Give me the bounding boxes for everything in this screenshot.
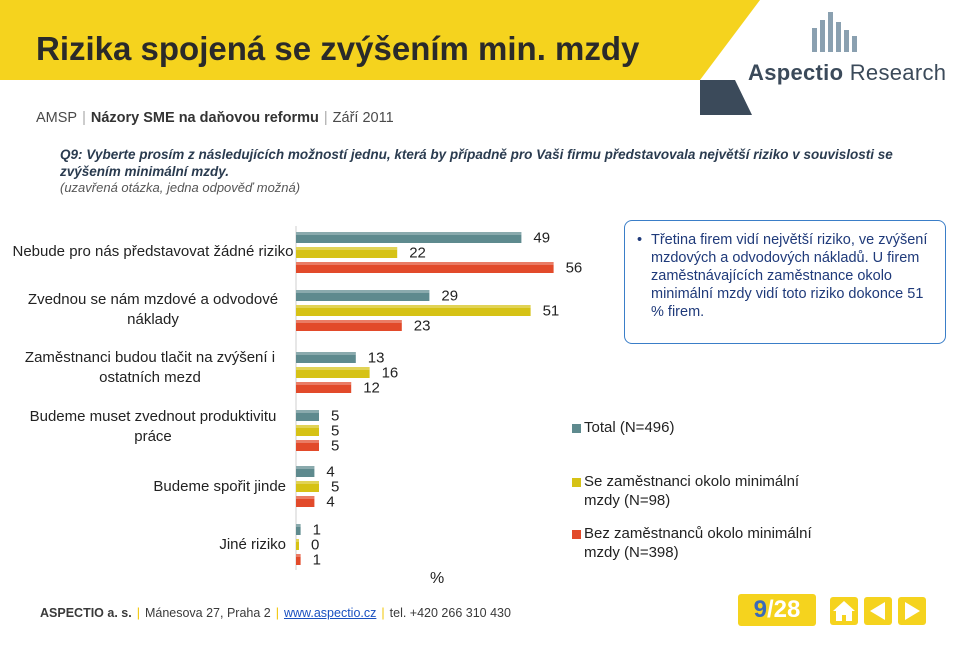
page-total: /28 (766, 596, 801, 623)
page-number-badge: 9/28 (738, 594, 816, 626)
bar-highlight (296, 305, 531, 308)
data-label: 0 (311, 537, 319, 554)
legend-item-total: Total (N=496) (584, 419, 675, 436)
page-current: 9 (753, 596, 767, 623)
legend-swatch-total (572, 424, 581, 433)
data-label: 5 (331, 438, 339, 455)
callout-bullet: • (637, 232, 643, 248)
bar (296, 554, 301, 565)
bar (296, 262, 554, 273)
subtitle-date: Září 2011 (332, 110, 394, 126)
logo-text-bold: Aspectio (748, 60, 844, 85)
bar (296, 352, 356, 363)
bar-highlight (296, 352, 356, 355)
bar-highlight (296, 410, 319, 413)
data-label: 12 (363, 380, 380, 397)
category-label: Nebude pro nás představovat žádné riziko (12, 243, 294, 260)
prev-slide-button[interactable] (864, 597, 892, 625)
footer-phone: tel. +420 266 310 430 (389, 606, 511, 620)
footer-address: Mánesova 27, Praha 2 (144, 606, 271, 620)
data-label: 49 (533, 230, 550, 247)
bar-highlight (296, 524, 301, 527)
home-icon (833, 601, 855, 621)
data-label: 5 (331, 479, 339, 496)
bar-highlight (296, 290, 430, 293)
data-label: 1 (313, 552, 321, 569)
category-label: Jiné riziko (219, 536, 286, 553)
bar (296, 367, 370, 378)
logo-text-rest: Research (843, 60, 947, 85)
footer-web-link[interactable]: www.aspectio.cz (283, 606, 377, 620)
data-label: 51 (543, 303, 560, 320)
bar (296, 410, 319, 421)
legend-swatch-with-min (572, 478, 581, 487)
question-note: (uzavřená otázka, jedna odpověď možná) (60, 180, 301, 195)
next-slide-button[interactable] (898, 597, 926, 625)
legend-item-without-min: Bez zaměstnanců okolo minimální mzdy (N=… (584, 525, 812, 561)
category-label: Zvednou se nám mzdové a odvodové náklady (27, 291, 279, 328)
legend-item-with-min: Se zaměstnanci okolo minimální mzdy (N=9… (584, 473, 800, 509)
subtitle-client: AMSP (36, 110, 78, 126)
callout-box: • Třetina firem vidí největší riziko, ve… (624, 220, 946, 344)
title-band: Rizika spojená se zvýšením min. mzdy (0, 0, 700, 80)
data-label: 23 (414, 318, 431, 335)
bar-highlight (296, 539, 299, 542)
bar (296, 425, 319, 436)
category-label: Budeme muset zvednout produktivitu práce (29, 408, 277, 445)
bar-highlight (296, 425, 319, 428)
data-label: 1 (313, 522, 321, 539)
data-label: 4 (326, 464, 334, 481)
page-title: Rizika spojená se zvýšením min. mzdy (36, 30, 640, 67)
bar-highlight (296, 382, 352, 385)
subtitle-project: Názory SME na daňovou reformu (90, 110, 319, 126)
bar (296, 466, 315, 477)
category-label: Budeme spořit jinde (153, 478, 286, 495)
bar (296, 305, 531, 316)
subtitle: AMSP | Názory SME na daňovou reformu | Září … (36, 110, 394, 126)
callout-text: Třetina firem vidí největší riziko, ve z… (651, 232, 928, 320)
question-text: Q9: Vyberte prosím z následujících možno… (60, 147, 893, 179)
bar (296, 539, 299, 550)
data-label: 4 (326, 494, 334, 511)
bar-highlight (296, 496, 315, 499)
bar-highlight (296, 232, 522, 235)
data-label: 56 (566, 260, 583, 277)
footer-company: ASPECTIO a. s. (40, 606, 132, 620)
bar (296, 320, 402, 331)
data-label: 5 (331, 408, 339, 425)
bar (296, 481, 319, 492)
title-band-tail (700, 0, 760, 80)
footer: ASPECTIO a. s. | Mánesova 27, Praha 2 | www.… (40, 606, 511, 620)
bar-highlight (296, 440, 319, 443)
data-label: 13 (368, 350, 385, 367)
data-label: 16 (382, 365, 399, 382)
triangle-left-icon (870, 602, 885, 620)
bar-highlight (296, 481, 319, 484)
bar-highlight (296, 247, 398, 250)
bar (296, 232, 522, 243)
bar-highlight (296, 367, 370, 370)
home-button[interactable] (830, 597, 858, 625)
bar (296, 382, 352, 393)
bar (296, 247, 398, 258)
legend-swatch-without-min (572, 530, 581, 539)
bar-highlight (296, 320, 402, 323)
axis-unit-label: % (430, 570, 445, 587)
logo-text: Aspectio Research (748, 60, 946, 86)
data-label: 22 (409, 245, 426, 262)
bar-highlight (296, 262, 554, 265)
bar (296, 496, 315, 507)
bar (296, 290, 430, 301)
bar (296, 524, 301, 535)
triangle-right-icon (905, 602, 920, 620)
aspectio-logo (700, 12, 857, 115)
data-label: 29 (441, 288, 458, 305)
category-label: Zaměstnanci budou tlačit na zvýšení i os… (24, 349, 276, 386)
data-label: 5 (331, 423, 339, 440)
bar-highlight (296, 554, 301, 557)
bar-highlight (296, 466, 315, 469)
bar (296, 440, 319, 451)
